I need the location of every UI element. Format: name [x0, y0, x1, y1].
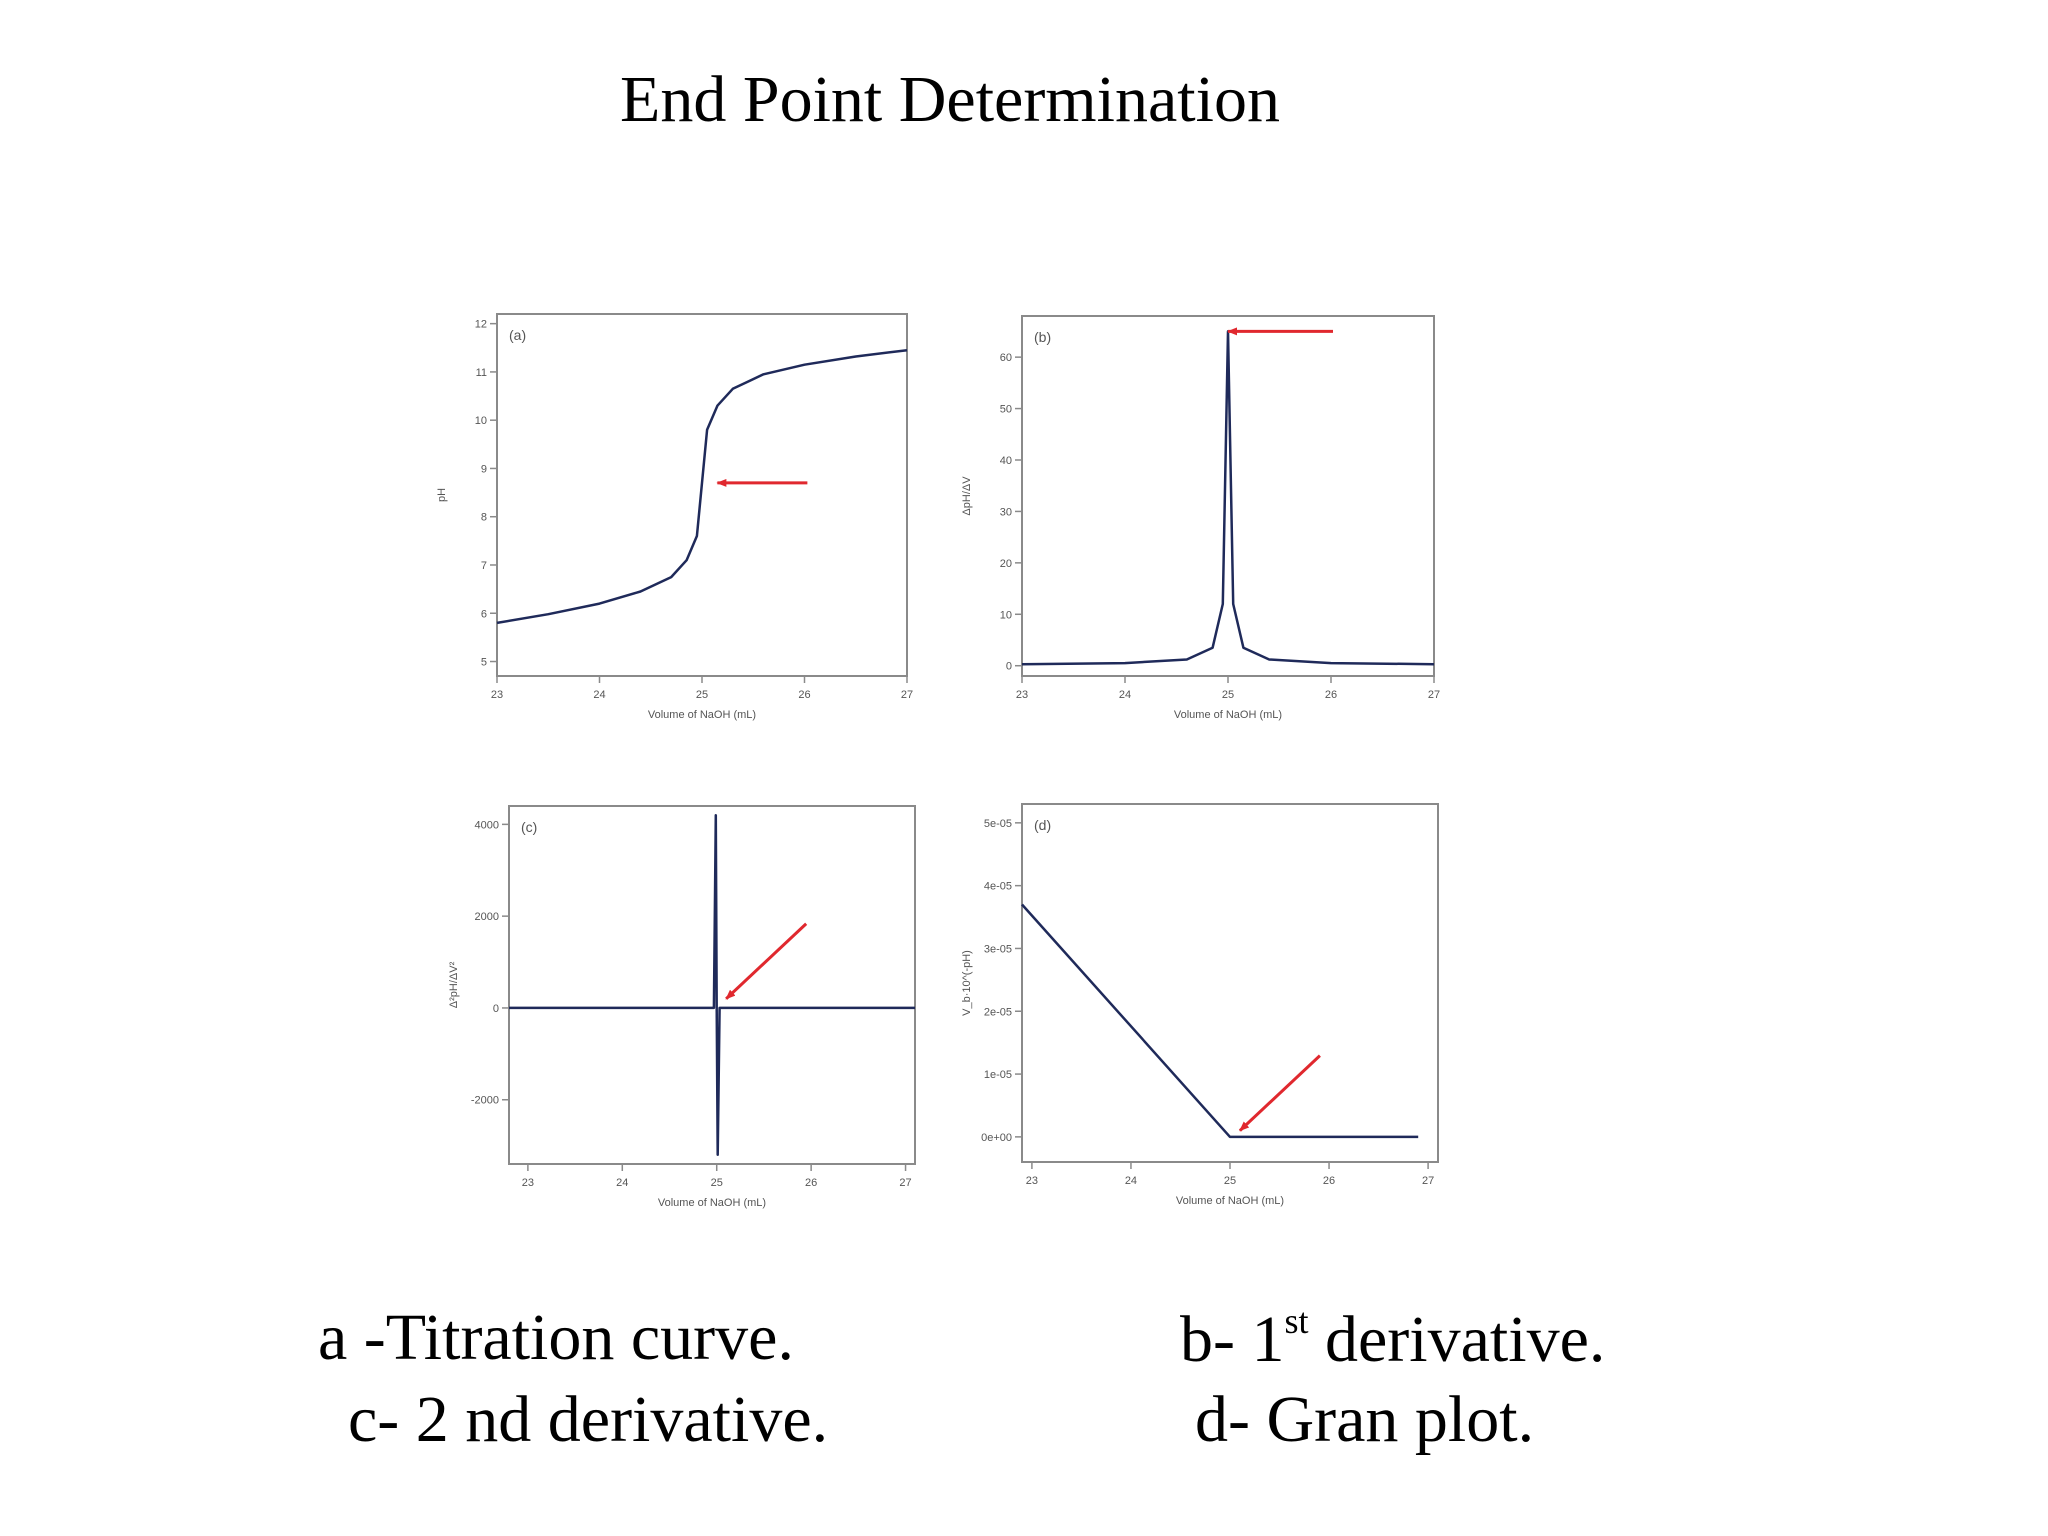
slide-title: End Point Determination [620, 63, 1280, 136]
x-tick-label: 25 [696, 689, 708, 701]
y-tick-label: 20 [1000, 558, 1012, 570]
caption-c: c- 2 nd derivative. [348, 1383, 829, 1456]
x-tick-label: 25 [1222, 689, 1234, 701]
y-tick-label: 5e-05 [984, 818, 1012, 830]
y-tick-label: 50 [1000, 404, 1012, 416]
y-tick-label: 0e+00 [981, 1132, 1012, 1144]
y-axis-title: V_b·10^(-pH) [961, 950, 973, 1016]
caption-b: b- 1st derivative. [1180, 1300, 1605, 1378]
y-tick-label: 1e-05 [984, 1069, 1012, 1081]
y-tick-label: 60 [1000, 352, 1012, 364]
x-tick-label: 27 [899, 1177, 911, 1189]
y-axis-title: ΔpH/ΔV [961, 476, 973, 516]
y-tick-label: 12 [475, 319, 487, 331]
chart-panel-1: 23 24 25 26 27 5 6 7 8 9 10 11 12 Volume of NaOH (mL)… [436, 313, 913, 721]
x-tick-label: 23 [1016, 689, 1028, 701]
y-tick-label: 11 [476, 367, 487, 379]
chart-panel-3: 23 24 25 26 27 -2000 0 2000 4000 Volume of NaOH (… [448, 805, 916, 1209]
panel-label: (b) [1034, 329, 1051, 345]
data-line [1021, 903, 1419, 1139]
caption-b-superscript: st [1284, 1301, 1309, 1341]
panel-label: (c) [521, 819, 537, 835]
x-tick-label: 26 [798, 689, 810, 701]
y-tick-label: 3e-05 [984, 943, 1012, 955]
caption-b-suffix: derivative. [1308, 1303, 1606, 1376]
x-tick-label: 27 [1422, 1175, 1434, 1187]
x-axis-title: Volume of NaOH (mL) [648, 709, 756, 721]
y-tick-label: 40 [1000, 455, 1012, 467]
y-tick-label: 10 [475, 415, 487, 427]
y-tick-label: 5 [481, 657, 487, 669]
y-tick-label: 0 [1006, 661, 1012, 673]
data-line [496, 348, 908, 625]
end-point-arrow [725, 922, 808, 1000]
end-point-arrow [1238, 1054, 1321, 1132]
x-axis-title: Volume of NaOH (mL) [1176, 1195, 1284, 1207]
y-axis-title: pH [436, 488, 448, 502]
plot-frame [1021, 803, 1439, 1163]
x-tick-label: 27 [1428, 689, 1440, 701]
x-tick-label: 27 [901, 689, 913, 701]
x-tick-label: 24 [616, 1177, 628, 1189]
x-tick-label: 26 [805, 1177, 817, 1189]
x-tick-label: 25 [711, 1177, 723, 1189]
chart-panel-2: 23 24 25 26 27 0 10 20 30 40 50 60 Volume of NaOH (m… [961, 315, 1440, 721]
x-tick-label: 24 [593, 689, 605, 701]
x-axis-title: Volume of NaOH (mL) [1174, 709, 1282, 721]
plot-frame [508, 805, 916, 1165]
x-axis-title: Volume of NaOH (mL) [658, 1197, 766, 1209]
y-axis-title: Δ²pH/ΔV² [448, 961, 460, 1008]
caption-b-prefix: b- 1 [1180, 1303, 1285, 1376]
y-tick-label: 9 [481, 463, 487, 475]
y-tick-label: 2000 [475, 911, 499, 923]
x-tick-label: 24 [1119, 689, 1131, 701]
caption-d: d- Gran plot. [1195, 1383, 1535, 1456]
y-tick-label: 4e-05 [984, 881, 1012, 893]
x-tick-label: 24 [1125, 1175, 1137, 1187]
y-tick-label: 6 [481, 608, 487, 620]
x-tick-label: 23 [1026, 1175, 1038, 1187]
y-tick-label: 30 [1000, 506, 1012, 518]
x-tick-label: 26 [1323, 1175, 1335, 1187]
y-tick-label: 10 [1000, 609, 1012, 621]
panel-label: (a) [509, 327, 526, 343]
panel-label: (d) [1034, 817, 1051, 833]
caption-a: a -Titration curve. [318, 1301, 794, 1374]
data-line [509, 813, 915, 1157]
y-tick-label: -2000 [471, 1095, 499, 1107]
y-tick-label: 7 [481, 560, 487, 572]
x-tick-label: 23 [491, 689, 503, 701]
x-tick-label: 26 [1325, 689, 1337, 701]
chart-panel-4: 23 24 25 26 27 0e+00 1e-05 2e-05 3e-05 4e-05 5e-05… [961, 803, 1439, 1207]
data-line [1021, 330, 1435, 666]
y-tick-label: 4000 [475, 819, 499, 831]
x-tick-label: 25 [1224, 1175, 1236, 1187]
y-tick-label: 2e-05 [984, 1006, 1012, 1018]
x-tick-label: 23 [522, 1177, 534, 1189]
y-tick-label: 0 [493, 1003, 499, 1015]
y-tick-label: 8 [481, 512, 487, 524]
